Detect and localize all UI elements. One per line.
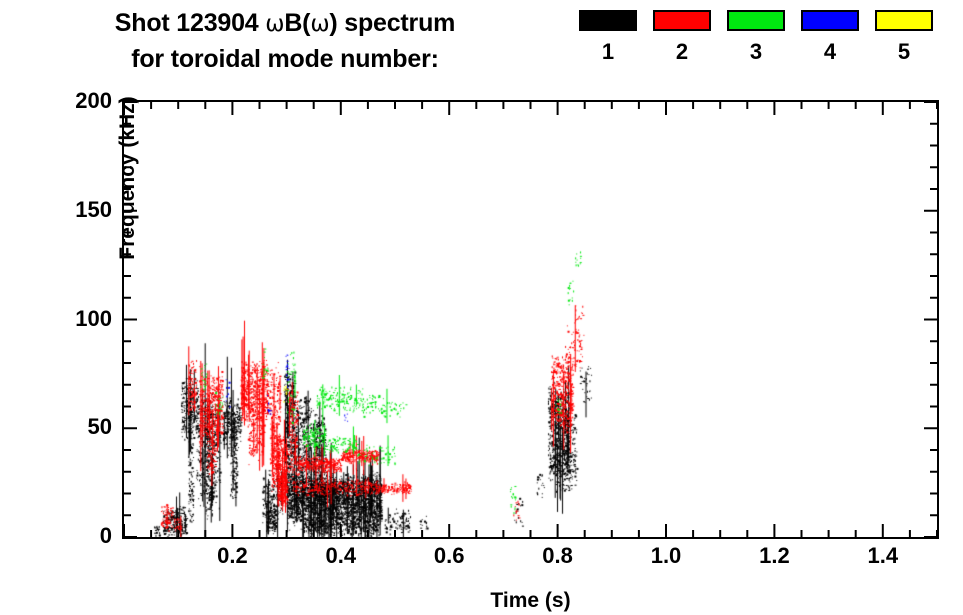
title-mid: B(: [284, 9, 311, 37]
y-tick-label-0: 0: [99, 523, 112, 548]
chart-title: Shot 123904 ωB(ω) spectrum for toroidal …: [0, 6, 570, 77]
omega-symbol-2: ω: [310, 11, 330, 37]
x-tick-label-0.2: 0.2: [217, 543, 248, 568]
chart-title-line1: Shot 123904 ωB(ω) spectrum: [0, 6, 570, 42]
chart-title-line2: for toroidal mode number:: [131, 45, 439, 73]
x-tick-label-1.0: 1.0: [650, 543, 682, 568]
legend-label-4: 4: [823, 39, 837, 64]
legend-swatch-4: [801, 10, 859, 31]
x-tick-label-0.6: 0.6: [433, 543, 465, 568]
y-axis-label: Frequency (kHz): [116, 96, 139, 260]
x-tick-label-1.2: 1.2: [759, 543, 790, 568]
legend-item-5: 5: [874, 10, 934, 63]
x-tick-label-1.4: 1.4: [867, 543, 899, 568]
y-tick-label-200: 200: [75, 88, 112, 113]
legend-swatch-3: [727, 10, 785, 31]
legend-label-3: 3: [749, 39, 763, 64]
spectrum-scatter-canvas: [124, 102, 937, 537]
legend-label-1: 1: [601, 39, 615, 64]
legend-swatch-2: [653, 10, 711, 31]
x-axis-label: Time (s): [490, 589, 571, 612]
plot-area: Frequency (kHz) Time (s) 0 50 100 150 200 0.…: [75, 90, 939, 612]
title-prefix: Shot 123904: [114, 9, 266, 37]
y-tick-label-150: 150: [75, 196, 112, 222]
y-tick-label-50: 50: [87, 414, 112, 440]
x-tick-label-0.4: 0.4: [325, 543, 357, 568]
y-tick-label-100: 100: [75, 305, 112, 331]
title-suffix: ) spectrum: [329, 9, 456, 37]
x-tick-label-0.8: 0.8: [542, 543, 573, 568]
legend-item-3: 3: [726, 10, 786, 63]
legend-label-5: 5: [897, 39, 911, 64]
legend-swatch-5: [875, 10, 933, 31]
legend-item-1: 1: [578, 10, 638, 63]
legend-swatch-1: [579, 10, 637, 31]
legend-item-4: 4: [800, 10, 860, 63]
legend: 1 2 3 4 5: [578, 10, 934, 63]
legend-item-2: 2: [652, 10, 712, 63]
legend-label-2: 2: [675, 39, 689, 64]
omega-symbol-1: ω: [265, 11, 285, 37]
